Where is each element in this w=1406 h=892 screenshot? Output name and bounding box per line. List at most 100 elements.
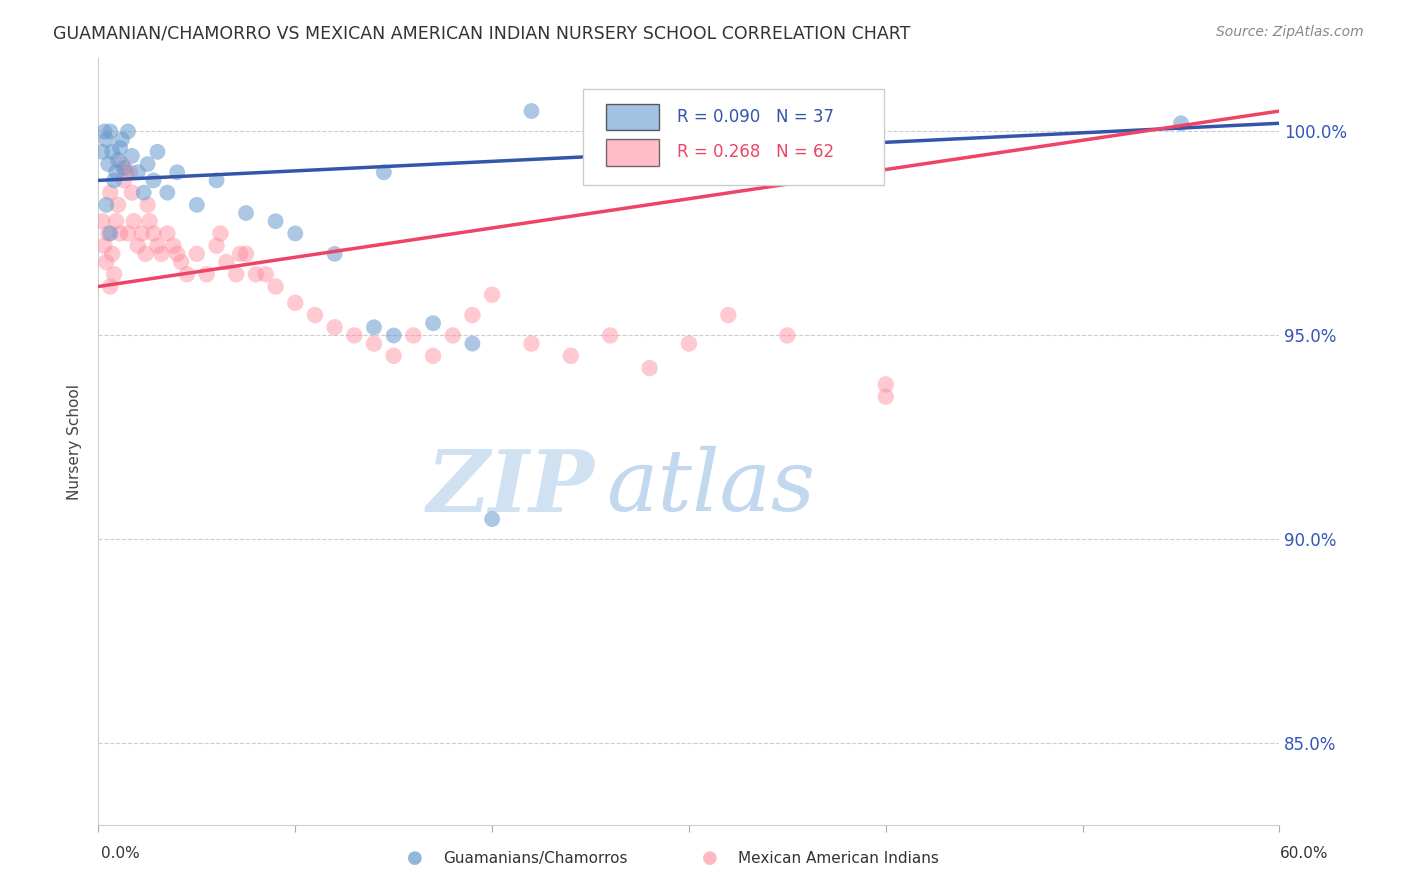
Point [117, 227, 139, 241]
FancyBboxPatch shape [606, 103, 659, 130]
Point [156, 186, 179, 200]
Point [209, 227, 232, 241]
Point [96, 255, 118, 269]
Point [461, 336, 484, 351]
Point [93, 238, 115, 252]
Point [111, 132, 134, 146]
Point [108, 227, 131, 241]
Text: Source: ZipAtlas.com: Source: ZipAtlas.com [1216, 25, 1364, 39]
Point [186, 198, 208, 212]
Point [363, 320, 385, 334]
Text: ●: ● [406, 849, 423, 867]
Text: 60.0%: 60.0% [1281, 847, 1329, 861]
Point [93, 124, 115, 138]
Point [101, 247, 124, 261]
Point [98, 124, 121, 138]
Point [323, 320, 346, 334]
Point [91, 145, 114, 159]
Point [373, 165, 395, 179]
Point [205, 173, 228, 187]
Point [138, 214, 160, 228]
Point [146, 145, 169, 159]
Point [127, 165, 149, 179]
Point [245, 267, 267, 281]
Point [142, 227, 165, 241]
Text: R = 0.090   N = 37: R = 0.090 N = 37 [678, 108, 834, 126]
Point [96, 132, 118, 146]
Text: GUAMANIAN/CHAMORRO VS MEXICAN AMERICAN INDIAN NURSERY SCHOOL CORRELATION CHART: GUAMANIAN/CHAMORRO VS MEXICAN AMERICAN I… [53, 25, 911, 43]
Point [560, 349, 582, 363]
Point [91, 214, 114, 228]
Text: R = 0.268   N = 62: R = 0.268 N = 62 [678, 144, 834, 161]
Point [117, 124, 139, 138]
Point [107, 153, 129, 167]
Text: ●: ● [702, 849, 718, 867]
Point [875, 390, 897, 404]
Point [323, 247, 346, 261]
Text: Guamanians/Chamorros: Guamanians/Chamorros [443, 851, 627, 865]
Point [186, 247, 208, 261]
Point [132, 186, 155, 200]
Point [875, 377, 897, 392]
Point [195, 267, 218, 281]
Point [638, 361, 661, 376]
Point [107, 198, 129, 212]
Y-axis label: Nursery School: Nursery School [67, 384, 83, 500]
Point [166, 247, 188, 261]
Point [776, 328, 799, 343]
Point [481, 512, 503, 526]
Point [96, 198, 118, 212]
Point [98, 186, 121, 200]
Point [136, 198, 159, 212]
Point [382, 349, 405, 363]
Point [150, 247, 173, 261]
Text: ZIP: ZIP [426, 446, 595, 529]
Point [264, 279, 287, 293]
Point [229, 247, 252, 261]
Text: atlas: atlas [606, 446, 815, 529]
Point [136, 157, 159, 171]
Point [112, 173, 135, 187]
Point [343, 328, 366, 343]
Point [284, 295, 307, 310]
Point [112, 161, 135, 176]
Point [461, 308, 484, 322]
Point [97, 157, 120, 171]
Point [235, 206, 257, 220]
Point [98, 227, 121, 241]
Point [520, 336, 543, 351]
Point [105, 214, 128, 228]
Point [131, 227, 153, 241]
Point [678, 336, 700, 351]
Point [108, 141, 131, 155]
Point [717, 308, 740, 322]
Point [166, 165, 188, 179]
Point [105, 165, 128, 179]
Point [98, 279, 121, 293]
Point [441, 328, 464, 343]
Point [103, 173, 125, 187]
Point [225, 267, 247, 281]
Point [235, 247, 257, 261]
Point [142, 173, 165, 187]
Point [97, 227, 120, 241]
Point [127, 238, 149, 252]
Point [135, 247, 157, 261]
Point [103, 267, 125, 281]
Point [101, 145, 124, 159]
Point [162, 238, 184, 252]
Point [176, 267, 198, 281]
Point [284, 227, 307, 241]
Point [121, 186, 143, 200]
Point [254, 267, 277, 281]
Point [215, 255, 238, 269]
Point [382, 328, 405, 343]
Point [363, 336, 385, 351]
Point [122, 214, 145, 228]
Point [146, 238, 169, 252]
Text: Mexican American Indians: Mexican American Indians [738, 851, 939, 865]
FancyBboxPatch shape [582, 88, 884, 185]
Point [520, 103, 543, 118]
Point [264, 214, 287, 228]
Point [422, 316, 444, 330]
